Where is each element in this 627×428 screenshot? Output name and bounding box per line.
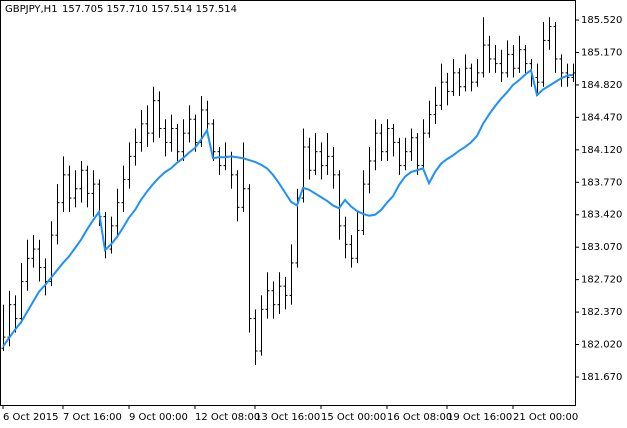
x-tick-label: 19 Oct 16:00 [447, 412, 512, 423]
y-tick-label: 182.720 [581, 275, 622, 286]
x-tick-label: 15 Oct 00:00 [321, 412, 386, 423]
y-tick-label: 184.820 [581, 80, 622, 91]
y-tick-label: 182.020 [581, 340, 622, 351]
symbol: GBPJPY,H1 [5, 4, 58, 15]
plot-frame [0, 0, 576, 406]
moving-average [2, 68, 574, 347]
x-tick-label: 7 Oct 16:00 [63, 412, 122, 423]
y-tick-label: 183.420 [581, 210, 622, 221]
y-tick-label: 183.770 [581, 177, 622, 188]
y-tick-label: 183.070 [581, 242, 622, 253]
x-tick-label: 6 Oct 2015 [3, 412, 58, 423]
quote: 157.705 157.710 157.514 157.514 [62, 4, 237, 15]
x-tick-label: 12 Oct 08:00 [195, 412, 260, 423]
y-tick-label: 185.520 [581, 15, 622, 26]
x-tick-label: 9 Oct 00:00 [129, 412, 188, 423]
x-tick-label: 13 Oct 16:00 [255, 412, 320, 423]
y-tick-label: 181.670 [581, 372, 622, 383]
y-tick-label: 184.470 [581, 112, 622, 123]
y-tick-label: 185.170 [581, 47, 622, 58]
y-tick-label: 182.370 [581, 307, 622, 318]
x-tick-label: 16 Oct 08:00 [387, 412, 452, 423]
y-tick-label: 184.120 [581, 145, 622, 156]
x-tick-label: 21 Oct 00:00 [513, 412, 578, 423]
